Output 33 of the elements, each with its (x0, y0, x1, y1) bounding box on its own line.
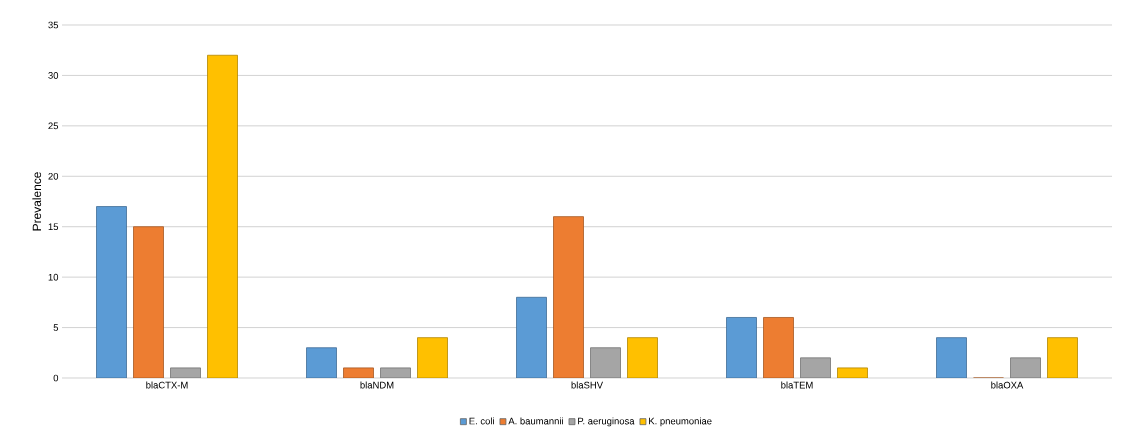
bar (306, 347, 337, 378)
bar (516, 296, 547, 378)
x-tick-label: blaNDM (360, 381, 394, 389)
y-tick-label: 10 (48, 273, 59, 281)
bar (1010, 357, 1041, 378)
bar (1047, 337, 1078, 378)
bar (417, 337, 448, 378)
x-tick-label: blaTEM (781, 381, 813, 389)
legend-label: K. pneumoniae (649, 417, 712, 427)
legend-label: A. baumannii (508, 417, 563, 425)
y-tick-label: 0 (53, 374, 59, 382)
bar (553, 216, 584, 378)
bar (800, 357, 831, 378)
y-axis-title: Prevalence (32, 172, 42, 231)
bar (590, 347, 621, 378)
x-tick-label: blaOXA (991, 381, 1024, 389)
bar (96, 206, 127, 378)
y-tick-label: 35 (48, 21, 59, 29)
y-tick-label: 5 (53, 324, 59, 331)
y-tick-label: 30 (48, 72, 59, 79)
y-tick-label: 25 (48, 122, 59, 130)
y-tick-label: 20 (48, 172, 59, 180)
bar (207, 54, 238, 378)
bar (627, 337, 658, 378)
x-tick-label: blaSHV (571, 381, 604, 389)
legend-label: P. aeruginosa (578, 417, 635, 427)
bar (133, 226, 164, 378)
x-tick-label: blaCTX-M (146, 381, 188, 389)
bar (936, 337, 967, 378)
y-tick-label: 15 (48, 223, 59, 231)
bar (726, 317, 757, 378)
bar (763, 317, 794, 378)
legend-label: E. coli (469, 417, 494, 425)
